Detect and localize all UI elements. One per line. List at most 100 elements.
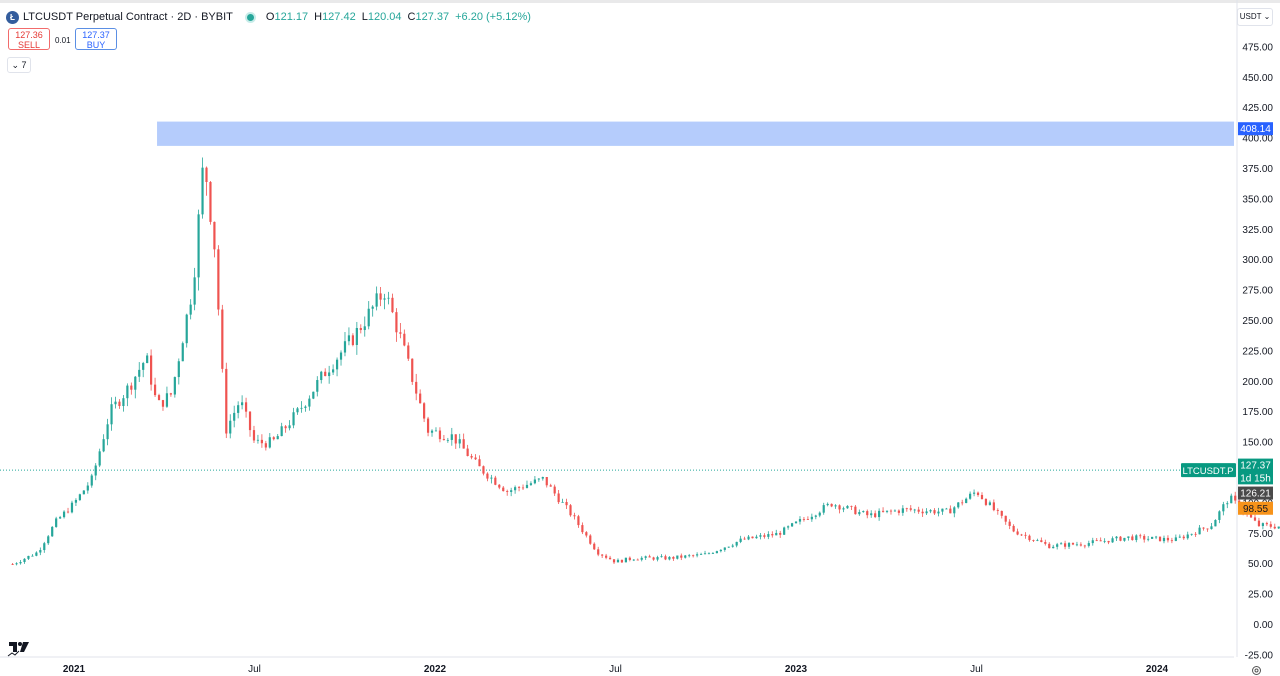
candle-body [735, 541, 738, 546]
chevron-down-icon: ⌄ [1263, 12, 1271, 21]
candle-body [403, 333, 406, 346]
candle-body [529, 483, 533, 485]
candle-body [1087, 543, 1090, 546]
candle-body [450, 434, 453, 440]
candle-body [680, 555, 683, 558]
candle-body [419, 393, 422, 404]
candle-body [173, 377, 176, 395]
candle-body [177, 361, 180, 378]
candle-body [415, 381, 418, 394]
candle-body [260, 439, 263, 444]
candle-body [624, 557, 627, 563]
candle-body [300, 407, 303, 409]
candle-body [644, 556, 647, 558]
candle-body [565, 501, 568, 506]
candle-body [1139, 535, 1142, 537]
candle-body [411, 358, 414, 382]
candle-body [743, 538, 746, 540]
candle-body [660, 556, 663, 558]
symbol-title[interactable]: LTCUSDT Perpetual Contract · 2D · BYBIT [23, 11, 233, 23]
candle-body [557, 493, 560, 503]
candle-body [134, 376, 137, 390]
tradingview-logo-icon[interactable] [7, 638, 31, 658]
candle-body [581, 525, 584, 533]
candle-body [1115, 536, 1118, 539]
candle-body [276, 436, 279, 440]
candle-body [826, 503, 829, 506]
indicators-toggle-button[interactable]: ⌄ 7 [7, 57, 31, 73]
candle-body [312, 391, 315, 399]
candle-body [347, 335, 351, 342]
candle-body [696, 554, 699, 556]
candle-body [355, 327, 358, 345]
candle-body [1079, 544, 1083, 546]
candle-body [521, 487, 525, 489]
candle-body [1028, 535, 1031, 541]
candle-body [1249, 513, 1253, 518]
candle-body [165, 393, 169, 407]
candle-body [395, 312, 398, 333]
candle-body [719, 549, 722, 552]
candle-body [676, 555, 679, 559]
candle-body [43, 543, 46, 551]
candle-body [684, 555, 687, 558]
candle-body [371, 306, 374, 309]
candle-body [308, 398, 311, 407]
candle-body [1008, 521, 1011, 526]
candle-body [181, 343, 184, 362]
candle-body [1123, 537, 1126, 541]
candle-body [1202, 527, 1205, 529]
candle-body [86, 485, 89, 491]
candle-body [688, 555, 691, 557]
candle-body [589, 535, 592, 544]
candle-body [881, 510, 885, 512]
currency-selector[interactable]: USDT ⌄ [1237, 8, 1273, 26]
candle-body [790, 523, 794, 527]
resistance-zone[interactable] [157, 121, 1234, 146]
candle-body [984, 499, 988, 505]
gear-icon[interactable] [1251, 665, 1262, 676]
candle-body [292, 412, 295, 426]
y-tick-label: 150.00 [1242, 438, 1273, 449]
candle-body [339, 352, 343, 360]
candle-body [462, 439, 465, 449]
price-tag-label: 1d 15h [1240, 473, 1271, 484]
candle-body [185, 314, 188, 344]
candle-body [118, 401, 121, 407]
market-open-status-icon [246, 13, 254, 21]
candle-body [1036, 540, 1039, 542]
candle-body [1147, 538, 1150, 540]
x-tick-label: 2024 [1146, 664, 1169, 675]
candle-body [478, 459, 481, 467]
candle-body [209, 182, 212, 222]
candle-body [751, 536, 754, 539]
candle-body [1127, 536, 1130, 538]
spread-value: 0.01 [55, 36, 71, 45]
candle-body [375, 293, 378, 307]
candle-body [901, 508, 904, 513]
candle-body [612, 559, 616, 563]
candle-body [296, 408, 299, 413]
price-tag-bg [1238, 122, 1273, 136]
candle-body [470, 456, 473, 458]
candle-body [1198, 527, 1201, 535]
candle-body [82, 490, 85, 495]
candle-body [885, 510, 889, 512]
candle-body [953, 507, 956, 514]
candle-body [78, 494, 81, 501]
candle-body [244, 402, 248, 412]
candle-body [506, 491, 509, 492]
candle-body [727, 546, 730, 548]
candle-body [1143, 535, 1146, 540]
candle-body [1083, 545, 1086, 547]
sell-price: 127.36 [15, 30, 43, 40]
symbol-header[interactable]: Ł LTCUSDT Perpetual Contract · 2D · BYBI… [6, 8, 531, 26]
sell-button[interactable]: 127.36 SELL [8, 28, 50, 50]
candle-body [1218, 511, 1221, 520]
candle-body [731, 545, 734, 547]
candle-body [941, 508, 944, 512]
buy-button[interactable]: 127.37 BUY [75, 28, 117, 50]
candle-body [205, 167, 208, 183]
change-value: +6.20 (+5.12%) [455, 11, 531, 23]
